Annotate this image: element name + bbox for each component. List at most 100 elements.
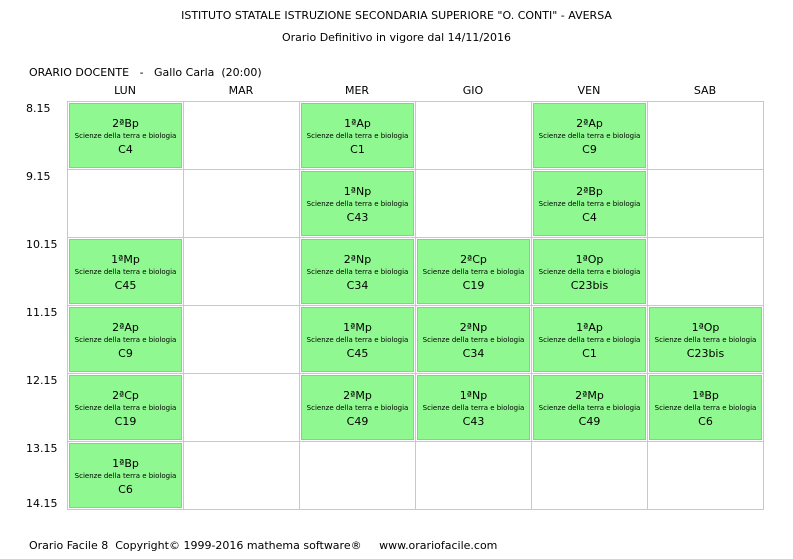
lesson-class: 2ªMp <box>343 389 372 402</box>
day-header-ven: VEN <box>577 84 601 97</box>
lesson-cell[interactable]: 2ªAp Scienze della terra e biologia C9 <box>533 103 646 168</box>
lesson-cell[interactable]: 1ªNp Scienze della terra e biologia C43 <box>417 375 530 440</box>
day-header-lun: LUN <box>114 84 136 97</box>
day-header-gio: GIO <box>462 84 484 97</box>
lesson-subject: Scienze della terra e biologia <box>306 200 409 208</box>
teacher-line: ORARIO DOCENTE - Gallo Carla (20:00) <box>29 66 262 79</box>
lesson-class: 1ªMp <box>343 321 372 334</box>
lesson-room: C49 <box>578 415 601 428</box>
time-label: 9.15 <box>26 170 51 183</box>
lesson-cell[interactable]: 2ªCp Scienze della terra e biologia C19 <box>69 375 182 440</box>
lesson-cell[interactable]: 2ªBp Scienze della terra e biologia C4 <box>69 103 182 168</box>
lesson-class: 1ªBp <box>112 457 139 470</box>
lesson-class: 2ªBp <box>112 117 139 130</box>
lesson-cell[interactable]: 1ªAp Scienze della terra e biologia C1 <box>533 307 646 372</box>
lesson-room: C19 <box>114 415 137 428</box>
day-header-mer: MER <box>344 84 370 97</box>
lesson-cell[interactable]: 1ªMp Scienze della terra e biologia C45 <box>301 307 414 372</box>
grid-line-horizontal <box>67 169 764 170</box>
lesson-room: C6 <box>698 415 713 428</box>
grid-line-horizontal <box>67 441 764 442</box>
lesson-room: C43 <box>462 415 485 428</box>
lesson-cell[interactable]: 1ªMp Scienze della terra e biologia C45 <box>69 239 182 304</box>
lesson-room: C19 <box>462 279 485 292</box>
footer-copyright: Orario Facile 8 Copyright© 1999-2016 mat… <box>29 539 498 552</box>
time-label: 12.15 <box>26 374 58 387</box>
lesson-subject: Scienze della terra e biologia <box>538 268 641 276</box>
lesson-room: C1 <box>350 143 365 156</box>
lesson-class: 1ªOp <box>691 321 720 334</box>
lesson-class: 1ªMp <box>111 253 140 266</box>
lesson-room: C45 <box>346 347 369 360</box>
lesson-class: 2ªCp <box>460 253 487 266</box>
lesson-class: 1ªBp <box>692 389 719 402</box>
lesson-cell[interactable]: 1ªBp Scienze della terra e biologia C6 <box>69 443 182 508</box>
lesson-subject: Scienze della terra e biologia <box>74 404 177 412</box>
lesson-class: 2ªAp <box>576 117 603 130</box>
lesson-cell[interactable]: 2ªNp Scienze della terra e biologia C34 <box>417 307 530 372</box>
lesson-room: C23bis <box>570 279 609 292</box>
time-label: 11.15 <box>26 306 58 319</box>
lesson-cell[interactable]: 1ªAp Scienze della terra e biologia C1 <box>301 103 414 168</box>
lesson-subject: Scienze della terra e biologia <box>306 336 409 344</box>
time-label: 13.15 <box>26 442 58 455</box>
lesson-subject: Scienze della terra e biologia <box>538 336 641 344</box>
lesson-room: C43 <box>346 211 369 224</box>
lesson-subject: Scienze della terra e biologia <box>306 132 409 140</box>
grid-line-horizontal <box>67 509 764 510</box>
lesson-room: C9 <box>118 347 133 360</box>
lesson-class: 1ªOp <box>575 253 604 266</box>
lesson-room: C45 <box>114 279 137 292</box>
lesson-subject: Scienze della terra e biologia <box>74 132 177 140</box>
lesson-cell[interactable]: 1ªBp Scienze della terra e biologia C6 <box>649 375 762 440</box>
lesson-room: C4 <box>118 143 133 156</box>
lesson-subject: Scienze della terra e biologia <box>74 336 177 344</box>
lesson-class: 2ªNp <box>343 253 372 266</box>
lesson-cell[interactable]: 2ªBp Scienze della terra e biologia C4 <box>533 171 646 236</box>
day-header-sab: SAB <box>693 84 717 97</box>
time-label: 14.15 <box>26 497 58 510</box>
lesson-class: 1ªNp <box>343 185 372 198</box>
lesson-class: 2ªMp <box>575 389 604 402</box>
grid-line-horizontal <box>67 237 764 238</box>
lesson-class: 2ªAp <box>112 321 139 334</box>
lesson-cell[interactable]: 2ªAp Scienze della terra e biologia C9 <box>69 307 182 372</box>
lesson-cell[interactable]: 1ªOp Scienze della terra e biologia C23bis <box>533 239 646 304</box>
lesson-room: C23bis <box>686 347 725 360</box>
lesson-room: C34 <box>462 347 485 360</box>
grid-line-horizontal <box>67 373 764 374</box>
lesson-class: 1ªAp <box>576 321 603 334</box>
time-label: 8.15 <box>26 102 51 115</box>
schedule-subtitle: Orario Definitivo in vigore dal 14/11/20… <box>281 31 512 44</box>
lesson-room: C4 <box>582 211 597 224</box>
lesson-cell[interactable]: 2ªMp Scienze della terra e biologia C49 <box>533 375 646 440</box>
lesson-subject: Scienze della terra e biologia <box>654 404 757 412</box>
grid-line-horizontal <box>67 101 764 102</box>
lesson-cell[interactable]: 2ªMp Scienze della terra e biologia C49 <box>301 375 414 440</box>
lesson-subject: Scienze della terra e biologia <box>74 268 177 276</box>
grid-line-horizontal <box>67 305 764 306</box>
lesson-subject: Scienze della terra e biologia <box>306 268 409 276</box>
lesson-cell[interactable]: 1ªNp Scienze della terra e biologia C43 <box>301 171 414 236</box>
lesson-cell[interactable]: 2ªNp Scienze della terra e biologia C34 <box>301 239 414 304</box>
lesson-subject: Scienze della terra e biologia <box>538 132 641 140</box>
school-title: ISTITUTO STATALE ISTRUZIONE SECONDARIA S… <box>181 9 612 22</box>
lesson-cell[interactable]: 1ªOp Scienze della terra e biologia C23bis <box>649 307 762 372</box>
lesson-room: C34 <box>346 279 369 292</box>
lesson-subject: Scienze della terra e biologia <box>422 336 525 344</box>
lesson-room: C6 <box>118 483 133 496</box>
lesson-subject: Scienze della terra e biologia <box>654 336 757 344</box>
lesson-room: C49 <box>346 415 369 428</box>
lesson-cell[interactable]: 2ªCp Scienze della terra e biologia C19 <box>417 239 530 304</box>
lesson-subject: Scienze della terra e biologia <box>422 268 525 276</box>
time-label: 10.15 <box>26 238 58 251</box>
lesson-subject: Scienze della terra e biologia <box>422 404 525 412</box>
lesson-subject: Scienze della terra e biologia <box>538 200 641 208</box>
lesson-class: 2ªCp <box>112 389 139 402</box>
lesson-class: 2ªBp <box>576 185 603 198</box>
lesson-subject: Scienze della terra e biologia <box>306 404 409 412</box>
lesson-subject: Scienze della terra e biologia <box>538 404 641 412</box>
day-header-mar: MAR <box>228 84 254 97</box>
lesson-room: C9 <box>582 143 597 156</box>
lesson-subject: Scienze della terra e biologia <box>74 472 177 480</box>
